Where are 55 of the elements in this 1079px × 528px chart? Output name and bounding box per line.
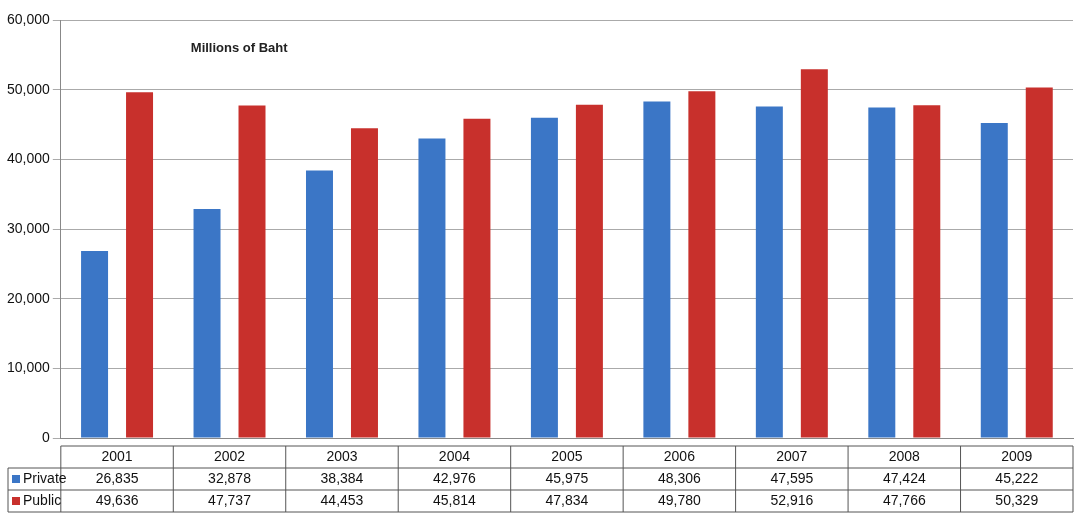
data-label: 32,878 xyxy=(208,469,252,486)
data-label: 45,975 xyxy=(545,469,589,486)
bar xyxy=(688,91,716,438)
data-label: 26,835 xyxy=(95,469,139,486)
text: Millions of Baht xyxy=(190,39,289,55)
y-tick-label: 20,000 xyxy=(6,289,51,306)
data-label: 47,766 xyxy=(882,491,926,508)
y-tick-label: 10,000 xyxy=(6,359,51,376)
bar xyxy=(643,101,671,438)
legend-label: Private xyxy=(23,469,67,486)
data-label: 49,636 xyxy=(95,491,139,508)
x-tick-label: 2006 xyxy=(663,447,696,464)
x-tick-label: 2005 xyxy=(551,447,583,464)
legend-label: Public xyxy=(23,491,62,508)
data-label: 45,814 xyxy=(433,491,477,508)
data-label: 50,329 xyxy=(995,491,1039,508)
bar xyxy=(530,117,558,438)
data-label: 47,834 xyxy=(545,491,589,508)
data-label: 44,453 xyxy=(320,491,364,508)
x-tick-label: 2002 xyxy=(213,447,246,464)
x-tick-label: 2009 xyxy=(1001,447,1033,464)
bar xyxy=(81,251,109,438)
y-tick-label: 50,000 xyxy=(6,80,51,97)
y-tick-label: 60,000 xyxy=(6,10,51,27)
bar xyxy=(126,92,154,438)
bar xyxy=(980,122,1008,438)
data-label: 42,976 xyxy=(433,469,477,486)
bar xyxy=(305,170,333,438)
bar xyxy=(913,105,941,438)
data-label: 52,916 xyxy=(770,491,814,508)
bar xyxy=(350,128,378,438)
x-tick-label: 2004 xyxy=(438,447,471,464)
y-tick-label: 40,000 xyxy=(6,150,51,167)
bar xyxy=(418,138,446,438)
bar xyxy=(463,118,491,438)
bar xyxy=(238,105,266,438)
x-tick-label: 2008 xyxy=(888,447,921,464)
data-label: 48,306 xyxy=(657,469,701,486)
data-label: 38,384 xyxy=(320,469,364,486)
data-label: 45,222 xyxy=(995,469,1039,486)
x-tick-label: 2003 xyxy=(326,447,358,464)
x-tick-label: 2007 xyxy=(776,447,808,464)
data-label: 47,424 xyxy=(882,469,926,486)
bar xyxy=(800,69,828,438)
data-label: 49,780 xyxy=(657,491,701,508)
bar xyxy=(868,107,896,438)
y-tick-label: 0 xyxy=(42,428,51,445)
x-tick-label: 2001 xyxy=(101,447,133,464)
y-tick-label: 30,000 xyxy=(6,219,51,236)
data-label: 47,737 xyxy=(208,491,252,508)
data-label: 47,595 xyxy=(770,469,814,486)
bar xyxy=(1025,87,1053,438)
bar xyxy=(755,106,783,438)
bar xyxy=(575,104,603,438)
bar xyxy=(193,208,221,438)
